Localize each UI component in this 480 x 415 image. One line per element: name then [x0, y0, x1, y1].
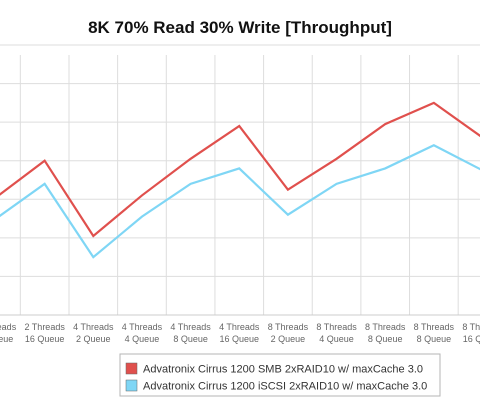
legend: Advatronix Cirrus 1200 SMB 2xRAID10 w/ m…	[119, 353, 441, 397]
series-line-2	[0, 144, 480, 259]
chart-title: 8K 70% Read 30% Write [Throughput]	[88, 18, 392, 37]
legend-swatch	[125, 379, 138, 392]
legend-swatch	[125, 362, 138, 375]
legend-entry: Advatronix Cirrus 1200 SMB 2xRAID10 w/ m…	[143, 364, 423, 376]
x-tick-label: 8 Threads 2 Queue	[268, 322, 309, 344]
series-line-1	[0, 101, 480, 238]
x-tick-label: 4 Threads 16 Queue	[219, 322, 260, 344]
series-layer	[0, 101, 480, 259]
legend-entry: Advatronix Cirrus 1200 iSCSI 2xRAID10 w/…	[143, 381, 427, 393]
x-tick-label: 8 Threads 8 Queue	[365, 322, 406, 344]
x-tick-label: 2 Threads 16 Queue	[24, 322, 65, 344]
legend-box	[119, 353, 441, 397]
x-tick-label: 8 Threads 4 Queue	[316, 322, 357, 344]
x-tick-label: 4 Threads 2 Queue	[73, 322, 114, 344]
x-tick-label: 8 Threads 8 Queue	[414, 322, 455, 344]
x-tick-label: 4 Threads 4 Queue	[122, 322, 163, 344]
grid-layer	[0, 44, 480, 316]
